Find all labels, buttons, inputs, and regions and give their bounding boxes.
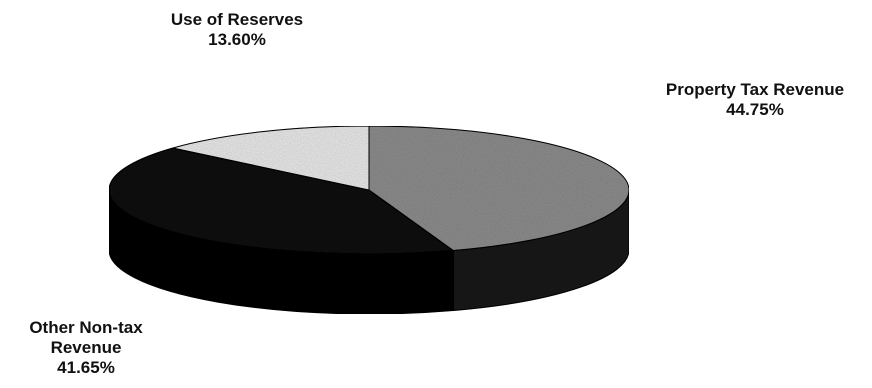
slice-label-value: 44.75% — [726, 100, 784, 119]
slice-label-name: Property Tax Revenue — [665, 80, 845, 99]
pie-slice-use-of-reserves — [172, 125, 370, 191]
slice-label-value: 13.60% — [208, 30, 266, 49]
slice-label-other-non-tax-revenue: Other Non-tax Revenue 41.65% — [0, 318, 172, 378]
slice-label-value: 41.65% — [57, 358, 115, 377]
pie-slice-other-non-tax-revenue — [108, 147, 455, 255]
slice-label-name-line-2: Revenue — [50, 338, 122, 357]
pie-slice-property-tax-revenue — [368, 125, 630, 252]
pie-tops — [108, 125, 630, 255]
slice-label-use-of-reserves: Use of Reserves 13.60% — [152, 10, 322, 50]
slice-label-property-tax-revenue: Property Tax Revenue 44.75% — [640, 80, 870, 120]
slice-label-name-line-1: Other Non-tax — [29, 318, 143, 337]
slice-label-name: Use of Reserves — [170, 10, 304, 29]
